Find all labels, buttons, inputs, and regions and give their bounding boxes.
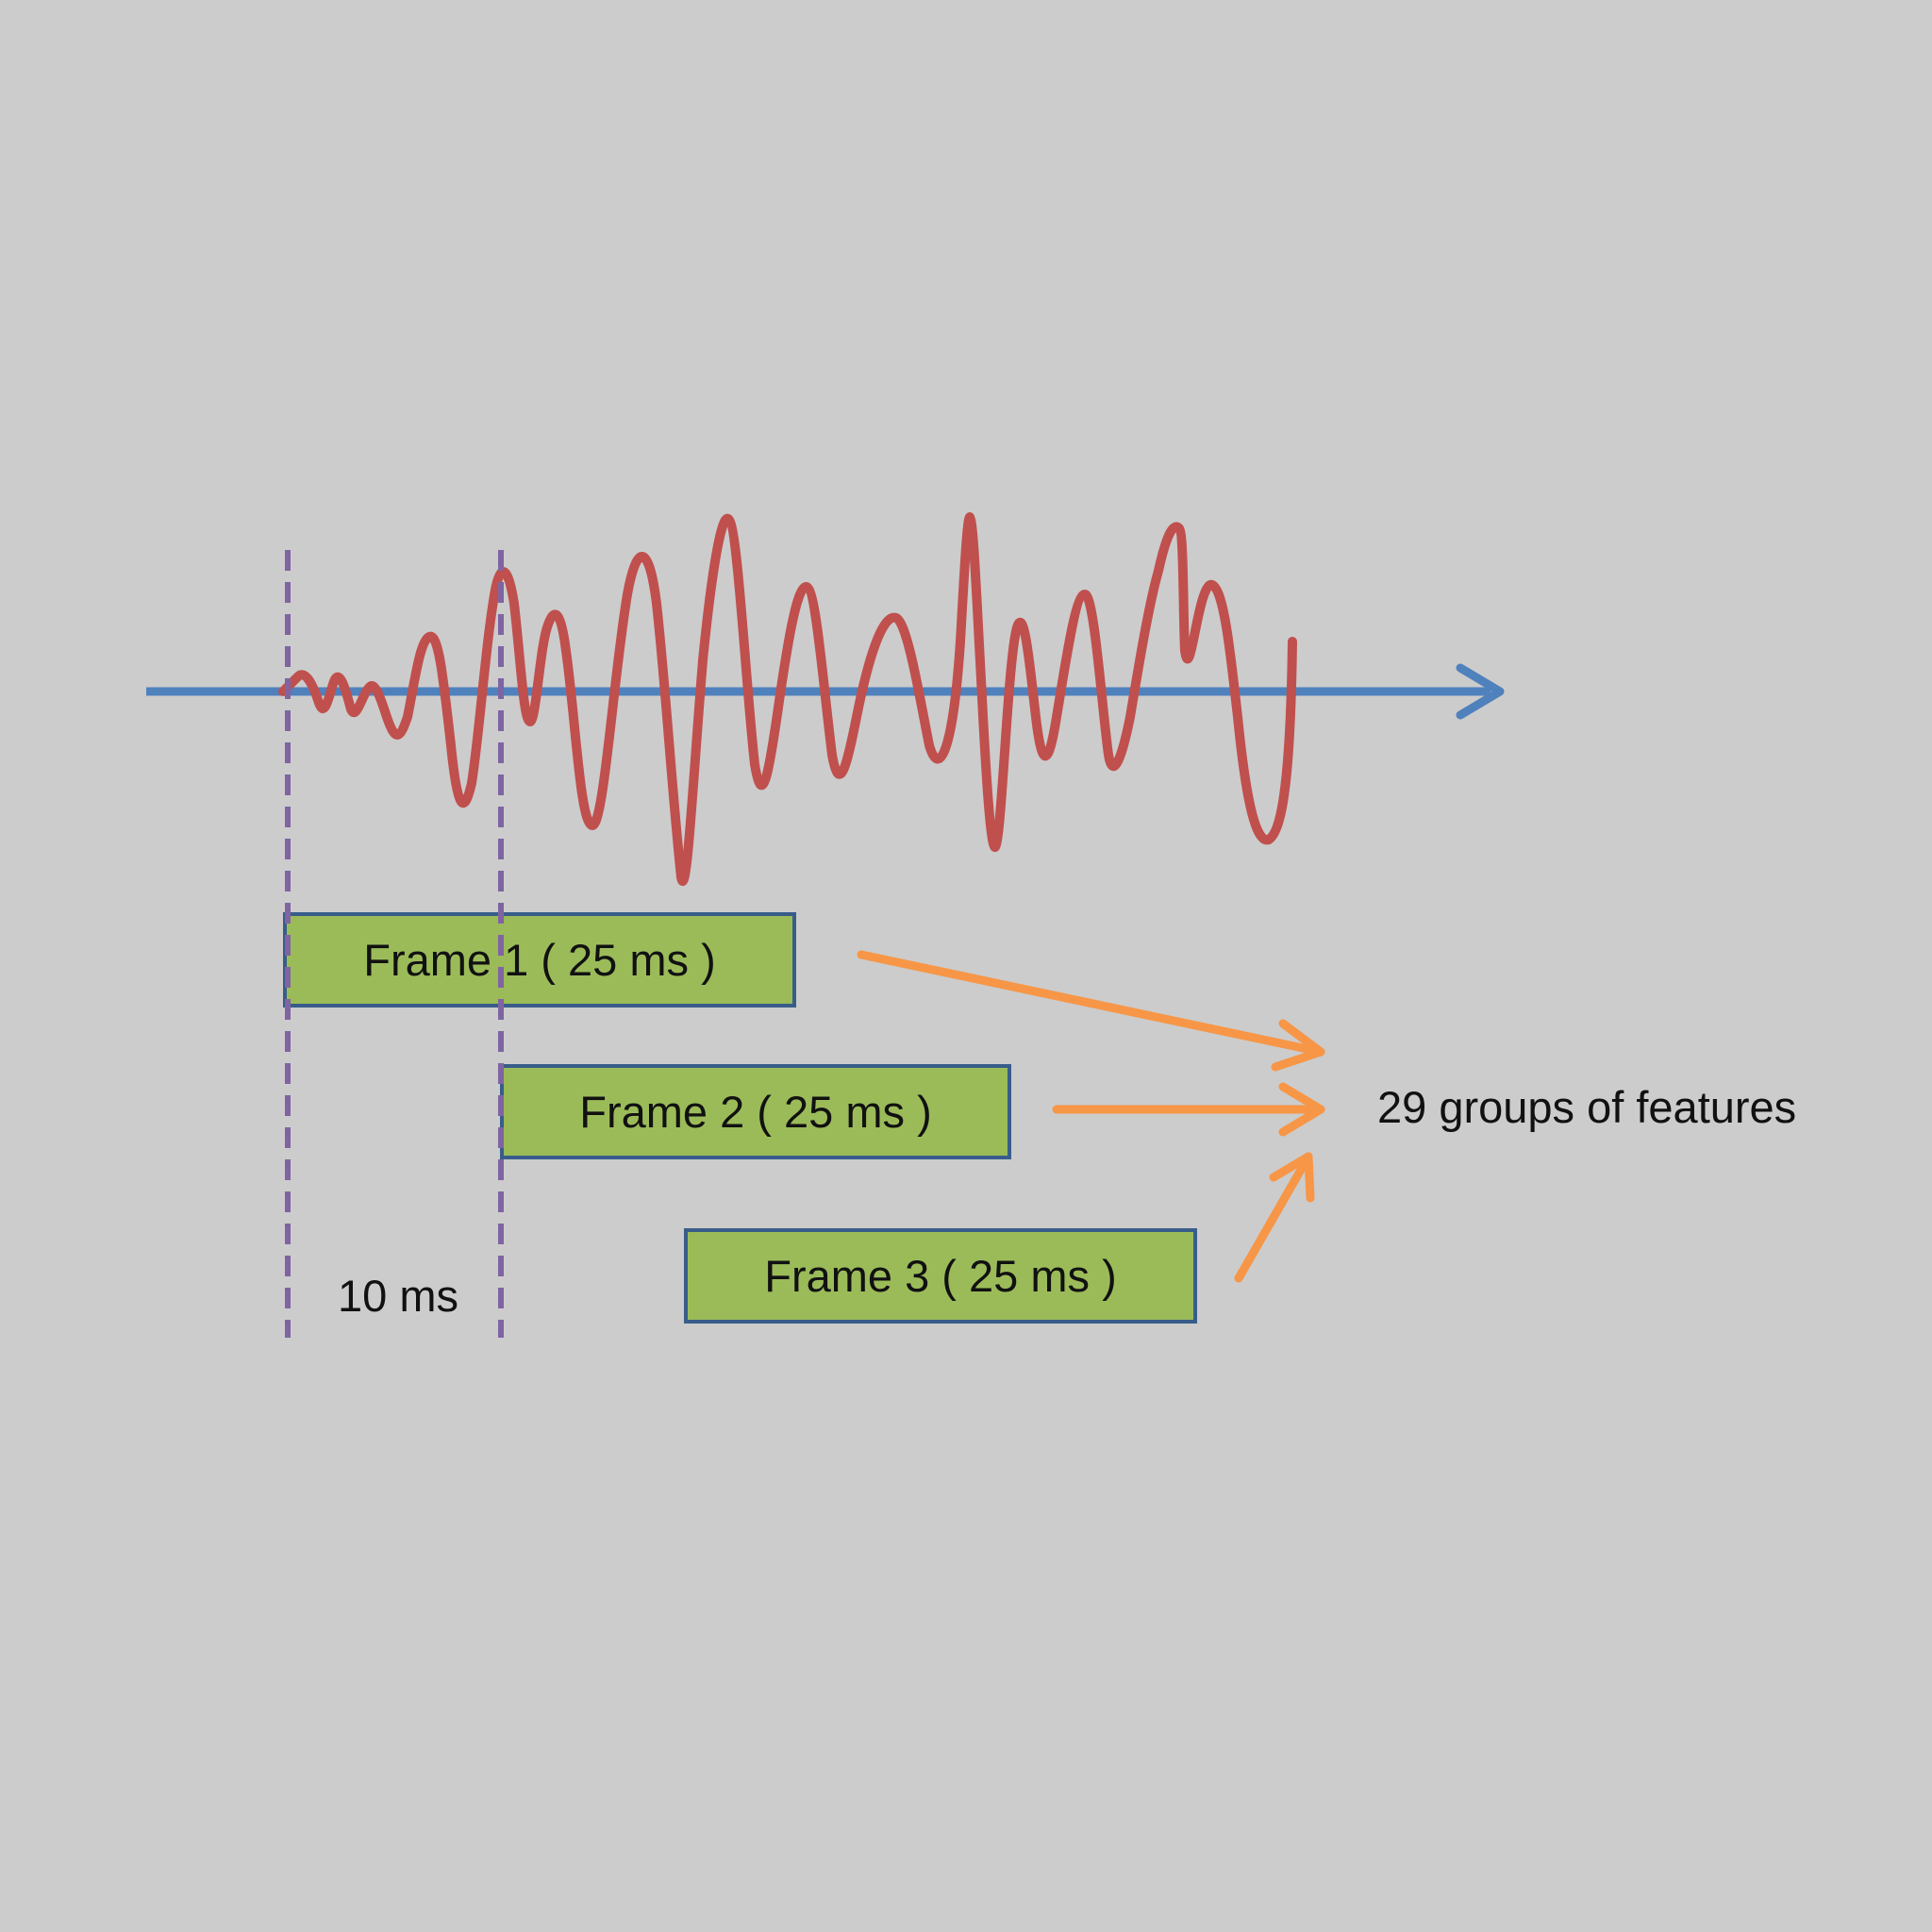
frame-2-box: Frame 2 ( 25 ms ) <box>500 1064 1011 1159</box>
frame-2-label: Frame 2 ( 25 ms ) <box>579 1087 932 1137</box>
time-axis-arrowhead <box>1456 663 1505 720</box>
frame-1-label: Frame 1 ( 25 ms ) <box>363 935 716 985</box>
frame-1-box: Frame 1 ( 25 ms ) <box>283 912 796 1008</box>
feature-groups-label: 29 groups of features <box>1377 1082 1797 1132</box>
frame-3-box: Frame 3 ( 25 ms ) <box>684 1228 1197 1324</box>
frame-shift-label: 10 ms <box>338 1271 458 1321</box>
audio-waveform <box>278 512 1297 886</box>
frame-3-label: Frame 3 ( 25 ms ) <box>764 1251 1117 1301</box>
